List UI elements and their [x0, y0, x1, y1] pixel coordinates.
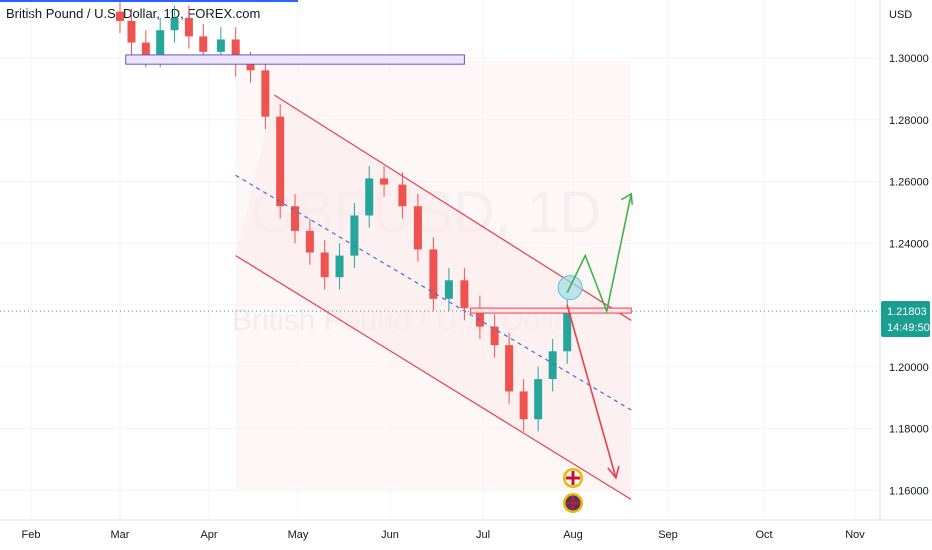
- candle-body: [216, 39, 225, 52]
- candle-body: [475, 308, 484, 327]
- candle-body: [246, 64, 255, 71]
- time-tick-label: Jul: [476, 529, 490, 541]
- us-flag-event-icon[interactable]: [563, 493, 583, 513]
- time-tick-label: Jun: [381, 529, 399, 541]
- currency-label: USD: [889, 9, 912, 21]
- time-tick-label: Oct: [755, 529, 772, 541]
- resistance-zone[interactable]: [125, 54, 465, 65]
- candle-body: [291, 206, 300, 231]
- candle-body: [305, 230, 314, 253]
- time-tick-label: Feb: [22, 529, 41, 541]
- time-tick-label: Nov: [845, 529, 865, 541]
- time-tick-label: Sep: [658, 529, 678, 541]
- candle-body: [320, 252, 329, 278]
- bullish-arrowhead: [620, 192, 634, 205]
- candle-body: [184, 17, 193, 37]
- candle: [380, 166, 389, 197]
- candle-body: [199, 36, 208, 52]
- current-price-value: 1.21803: [887, 306, 927, 318]
- time-tick-label: Apr: [200, 529, 217, 541]
- axes: USD: [0, 0, 932, 521]
- candle: [490, 314, 499, 358]
- candle: [505, 332, 514, 404]
- candle: [261, 58, 270, 130]
- candle: [231, 27, 240, 77]
- price-tick-label: 1.26000: [889, 177, 929, 189]
- candle: [335, 243, 344, 290]
- candle: [276, 104, 285, 219]
- candle-body: [365, 178, 374, 216]
- candle: [305, 218, 314, 265]
- countdown-value: 14:49:50: [887, 322, 930, 334]
- drawing-tools[interactable]: [0, 0, 880, 501]
- candlestick-series: [116, 0, 572, 432]
- gb-flag-event-icon[interactable]: [563, 468, 583, 488]
- candle-body: [398, 184, 407, 207]
- candle: [170, 5, 179, 43]
- candle: [398, 172, 407, 219]
- breakout-level[interactable]: [470, 307, 632, 314]
- candle: [429, 237, 438, 312]
- bullish-projection: [566, 193, 633, 314]
- candle: [475, 295, 484, 339]
- candle: [320, 240, 329, 290]
- candle: [519, 379, 528, 432]
- price-tick-label: 1.16000: [889, 485, 929, 497]
- economic-events[interactable]: [563, 468, 583, 513]
- time-tick-label: Mar: [111, 529, 130, 541]
- price-tick-label: 1.20000: [889, 362, 929, 374]
- candle: [350, 203, 359, 268]
- candle-body: [141, 42, 150, 55]
- candle: [534, 366, 543, 432]
- candle: [184, 5, 193, 49]
- candle-body: [534, 379, 543, 420]
- candle-body: [335, 255, 344, 278]
- candle-body: [127, 20, 136, 43]
- bearish-arrowhead: [607, 465, 620, 480]
- candle: [444, 267, 453, 312]
- candle-body: [350, 215, 359, 256]
- candle: [116, 0, 124, 34]
- current-price-box: [881, 301, 930, 337]
- candle-body: [156, 30, 165, 55]
- time-tick-label: Aug: [563, 529, 583, 541]
- candle-body: [429, 249, 438, 299]
- bearish-projection: [566, 304, 617, 479]
- candle-body: [231, 39, 240, 65]
- symbol-title[interactable]: British Pound / U.S. Dollar, 1D, FOREX.c…: [6, 6, 261, 21]
- price-tick-label: 1.18000: [889, 424, 929, 436]
- price-tick-label: 1.30000: [889, 53, 929, 65]
- time-axis-ticks: Feb Mar Apr May Jun Jul Aug Sep Oct Nov: [22, 529, 866, 541]
- channel-lower-line[interactable]: [235, 255, 632, 501]
- candle-body: [519, 391, 528, 420]
- candle-body: [276, 116, 285, 207]
- candle-body: [444, 280, 453, 299]
- candle: [127, 8, 136, 55]
- candle-body: [170, 17, 179, 31]
- candle-body: [563, 311, 572, 352]
- price-tick-label: 1.24000: [889, 238, 929, 250]
- current-price-label: 1.21803 14:49:50: [881, 301, 930, 337]
- candle: [548, 338, 557, 392]
- candle-body: [505, 345, 514, 392]
- event-flag-stripe: [571, 496, 575, 510]
- price-tick-label: 1.28000: [889, 115, 929, 127]
- candle-body: [380, 178, 389, 185]
- candle-body: [116, 11, 124, 21]
- candle: [365, 166, 374, 228]
- candle-body: [548, 351, 557, 380]
- candle: [291, 193, 300, 244]
- candle-body: [490, 326, 499, 346]
- candle-body: [261, 70, 270, 117]
- candle: [413, 193, 422, 262]
- event-flag-stripe: [571, 471, 575, 485]
- candle-body: [413, 206, 422, 250]
- price-axis-ticks: 1.300001.280001.260001.240001.220001.200…: [889, 53, 929, 497]
- time-tick-label: May: [288, 529, 309, 541]
- candle-body: [460, 280, 469, 309]
